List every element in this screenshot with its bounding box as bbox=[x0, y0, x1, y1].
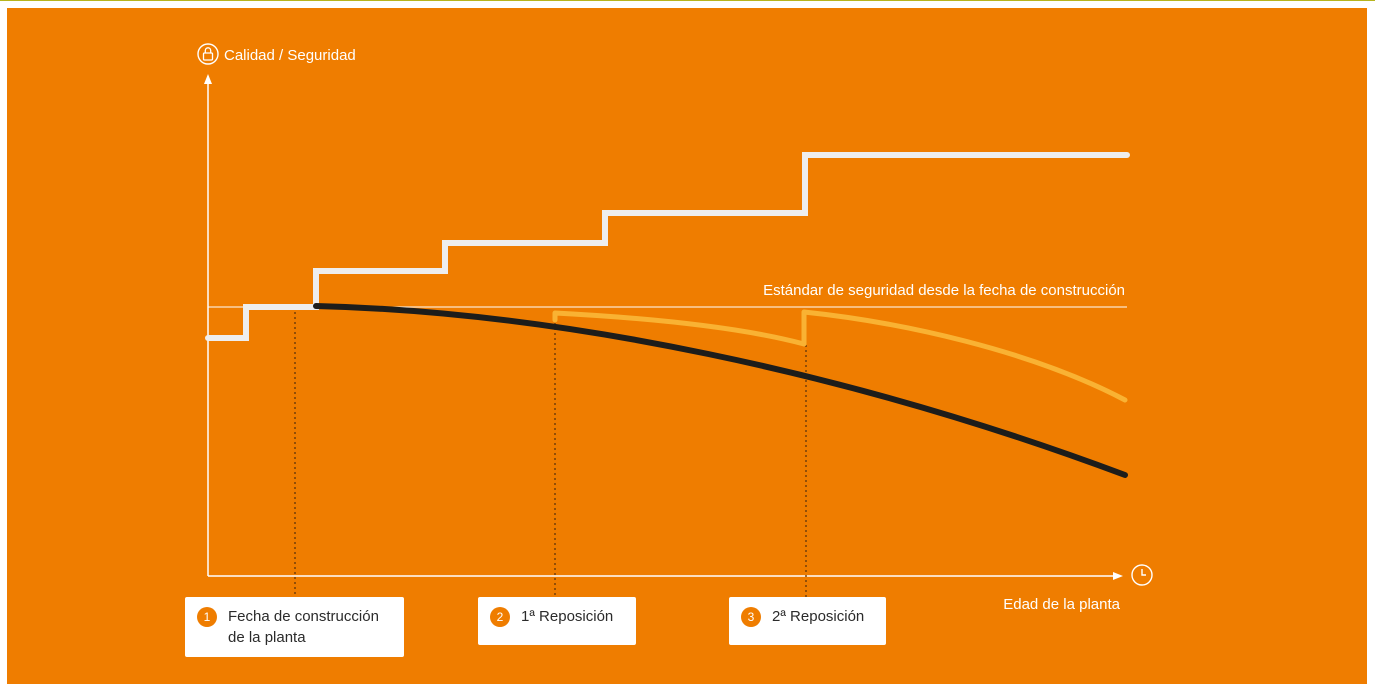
callout-number: 1 bbox=[197, 607, 217, 627]
diagram-background bbox=[7, 8, 1367, 684]
callout-text: 2ª Reposición bbox=[772, 606, 864, 627]
callout-text: 1ª Reposición bbox=[521, 606, 613, 627]
aging-plant-curve bbox=[313, 303, 1128, 478]
x-axis-label: Edad de la planta bbox=[1003, 596, 1120, 613]
callout-number: 3 bbox=[741, 607, 761, 627]
lock-icon bbox=[197, 43, 219, 65]
callout-first-renewal: 2 1ª Reposición bbox=[478, 597, 636, 645]
y-axis-arrow bbox=[204, 74, 212, 84]
callout-line: 1ª Reposición bbox=[521, 608, 614, 625]
callout-line: 2ª Reposición bbox=[772, 608, 865, 625]
callout-line: de la planta bbox=[228, 629, 306, 646]
top-border-line bbox=[0, 0, 1375, 1]
safety-standard-label: Estándar de seguridad desde la fecha de … bbox=[763, 282, 1125, 299]
callout-text: Fecha de construcción de la planta bbox=[228, 606, 379, 648]
state-of-art-step-line bbox=[205, 152, 1130, 341]
callout-construction-date: 1 Fecha de construcción de la planta bbox=[185, 597, 404, 657]
x-axis-arrow bbox=[1113, 572, 1123, 580]
callout-second-renewal: 3 2ª Reposición bbox=[729, 597, 886, 645]
callout-number: 2 bbox=[490, 607, 510, 627]
renewed-plant-curve bbox=[552, 309, 1128, 403]
callout-line: Fecha de construcción bbox=[228, 608, 379, 625]
y-axis-label: Calidad / Seguridad bbox=[224, 47, 356, 64]
clock-icon bbox=[1131, 564, 1153, 586]
